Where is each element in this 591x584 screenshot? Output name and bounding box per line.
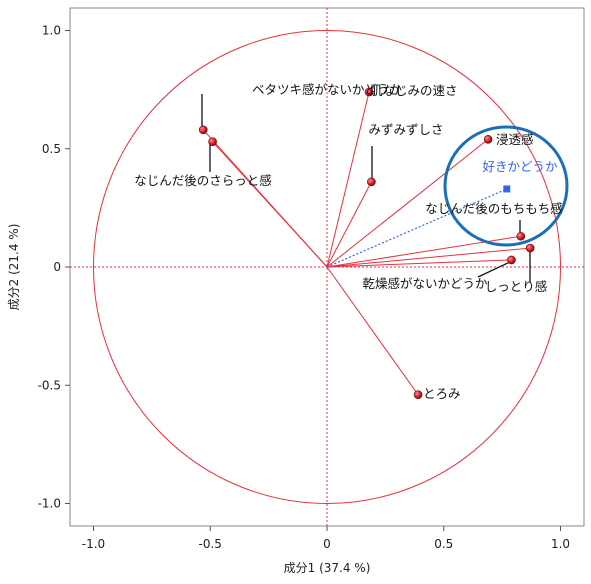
x-tick-label: -0.5 bbox=[199, 537, 222, 551]
loading-point bbox=[413, 390, 423, 400]
loading-point bbox=[208, 137, 217, 146]
loading-point bbox=[525, 243, 535, 253]
y-tick-label: 0.5 bbox=[42, 142, 61, 156]
loading-label: しっとり感 bbox=[485, 279, 548, 294]
loading-point bbox=[198, 125, 208, 135]
loading-label: なじんだ後のもちもち感 bbox=[425, 201, 563, 216]
y-tick-label: -0.5 bbox=[38, 378, 61, 392]
x-tick-label: 0 bbox=[323, 537, 331, 551]
loading-label: とろみ bbox=[423, 386, 461, 401]
y-tick-label: -1.0 bbox=[38, 497, 61, 511]
y-tick-label: 1.0 bbox=[42, 24, 61, 38]
x-tick-label: -1.0 bbox=[82, 537, 105, 551]
loading-label: 乾燥感がないかどうか bbox=[362, 276, 488, 291]
loading-vector bbox=[326, 138, 489, 268]
loading-label: 浸透感 bbox=[496, 132, 534, 147]
loading-point bbox=[483, 134, 493, 144]
highlight-ring bbox=[443, 125, 569, 247]
loading-label: ベタツキ感がないかどうか bbox=[252, 82, 403, 97]
loading-label: みずみずしさ bbox=[368, 122, 443, 137]
supplementary-vector bbox=[326, 188, 508, 268]
loading-point bbox=[364, 87, 374, 97]
loading-vector bbox=[326, 266, 419, 396]
loading-vector bbox=[326, 259, 512, 268]
x-tick-label: 0.5 bbox=[434, 537, 453, 551]
loading-vector bbox=[212, 141, 328, 268]
loading-vector bbox=[326, 91, 370, 268]
loading-point bbox=[507, 255, 516, 265]
loading-point bbox=[516, 231, 526, 241]
loading-label: なじんだ後のさらっと感 bbox=[134, 173, 272, 188]
x-axis-title: 成分1 (37.4 %) bbox=[284, 561, 371, 575]
y-tick-label: 0 bbox=[53, 260, 61, 274]
loading-label: 肌なじみの速さ bbox=[370, 83, 458, 98]
y-axis-title: 成分2 (21.4 %) bbox=[7, 224, 21, 311]
loading-vector bbox=[326, 181, 372, 268]
loading-vector bbox=[326, 247, 531, 268]
loading-point bbox=[367, 177, 376, 187]
x-tick-label: 1.0 bbox=[551, 537, 570, 551]
supplementary-label: 好きかどうか bbox=[482, 159, 558, 174]
supplementary-point bbox=[503, 185, 511, 193]
unit-circle bbox=[93, 30, 561, 504]
label-leader-line bbox=[477, 260, 513, 278]
